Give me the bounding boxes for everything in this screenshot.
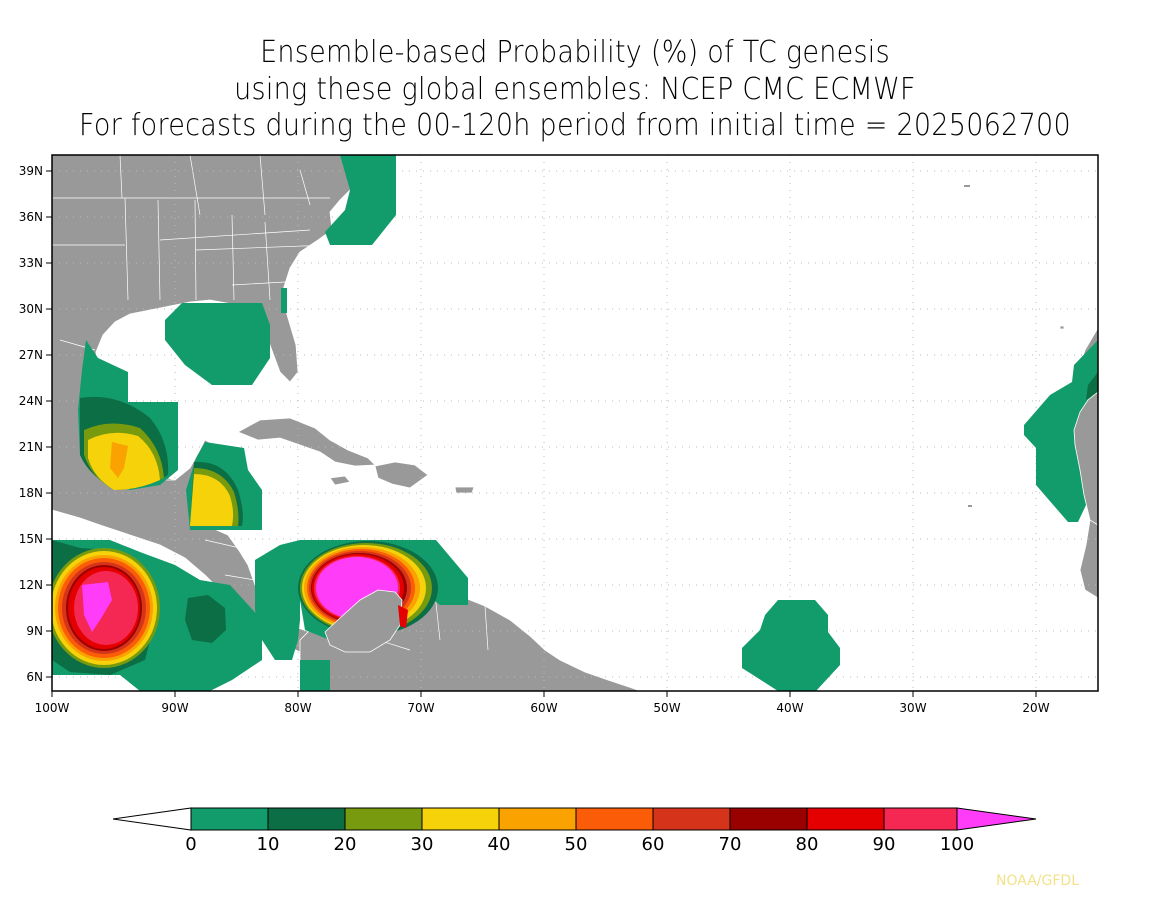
colorbar-label-0: 0 <box>185 834 196 855</box>
colorbar-segment-0 <box>190 807 269 831</box>
lat-label-27n: 27N <box>19 348 43 362</box>
colorbar-label-30: 30 <box>411 834 434 855</box>
colorbar-label-80: 80 <box>796 834 819 855</box>
colorbar-label-50: 50 <box>565 834 588 855</box>
credit-label: NOAA/GFDL <box>996 873 1079 889</box>
lat-label-39n: 39N <box>19 164 43 178</box>
lat-label-36n: 36N <box>19 210 43 224</box>
land-puerto-rico <box>454 486 475 494</box>
contour-gulf-north <box>165 303 270 385</box>
colorbar-label-40: 40 <box>488 834 511 855</box>
colorbar-right-arrow <box>956 807 1037 831</box>
colorbar-label-60: 60 <box>642 834 665 855</box>
contour-us-east-coast <box>325 155 396 245</box>
title-line-2: using these global ensembles: NCEP CMC E… <box>234 72 916 107</box>
lat-label-15n: 15N <box>19 532 43 546</box>
lat-label-33n: 33N <box>19 256 43 270</box>
lon-label-100w: 100W <box>35 701 70 715</box>
probability-contours <box>52 155 1098 691</box>
lon-label-60w: 60W <box>530 701 557 715</box>
lat-label-24n: 24N <box>19 394 43 408</box>
small-islands <box>964 185 972 507</box>
colorbar-segment-9 <box>883 807 958 831</box>
lat-label-9n: 9N <box>26 624 43 638</box>
lat-label-18n: 18N <box>19 486 43 500</box>
latitude-labels: 39N 36N 33N 30N 27N 24N 21N 18N 15N 12N … <box>19 164 43 684</box>
colorbar-labels: 0 10 20 30 40 50 60 70 80 90 100 <box>185 834 974 855</box>
colorbar-label-70: 70 <box>719 834 742 855</box>
contour-florida <box>281 288 287 313</box>
colorbar-label-20: 20 <box>334 834 357 855</box>
lat-label-21n: 21N <box>19 440 43 454</box>
colorbar-segment-1 <box>267 807 346 831</box>
land-canary-islands <box>1059 325 1065 330</box>
contour-bay-of-campeche <box>78 340 178 490</box>
colorbar-label-90: 90 <box>873 834 896 855</box>
lat-label-30n: 30N <box>19 302 43 316</box>
colorbar-segment-4 <box>498 807 577 831</box>
latitude-ticks <box>46 170 52 678</box>
colorbar-segment-5 <box>575 807 654 831</box>
land-jamaica <box>329 475 351 486</box>
map-frame <box>51 154 1099 692</box>
title-line-3: For forecasts during the 00-120h period … <box>79 108 1071 143</box>
lon-label-70w: 70W <box>407 701 434 715</box>
lon-label-80w: 80W <box>284 701 311 715</box>
map-plot-area <box>52 155 1098 691</box>
title-line-1: Ensemble-based Probability (%) of TC gen… <box>260 35 890 70</box>
lon-label-90w: 90W <box>161 701 188 715</box>
longitude-labels: 100W 90W 80W 70W 60W 50W 40W 30W 20W <box>35 701 1050 715</box>
colorbar <box>112 807 1037 831</box>
colorbar-segment-3 <box>421 807 500 831</box>
lon-label-50w: 50W <box>653 701 680 715</box>
colorbar-label-10: 10 <box>257 834 280 855</box>
contour-colombia-coast <box>300 660 330 691</box>
longitude-ticks <box>51 691 1037 697</box>
contour-east-pacific <box>52 540 262 691</box>
contour-central-atlantic <box>742 600 840 691</box>
lat-label-6n: 6N <box>26 670 43 684</box>
lat-label-12n: 12N <box>19 578 43 592</box>
colorbar-segment-7 <box>729 807 808 831</box>
colorbar-segment-8 <box>806 807 885 831</box>
contour-west-africa <box>1024 340 1098 526</box>
land-hispaniola <box>374 461 429 489</box>
contour-central-america <box>255 540 300 660</box>
lon-label-40w: 40W <box>776 701 803 715</box>
contour-yucatan <box>186 442 262 530</box>
contour-caribbean <box>298 540 468 653</box>
colorbar-left-arrow <box>112 807 192 831</box>
colorbar-segment-6 <box>652 807 731 831</box>
colorbar-segment-2 <box>344 807 423 831</box>
lon-label-30w: 30W <box>899 701 926 715</box>
colorbar-label-100: 100 <box>940 834 974 855</box>
lon-label-20w: 20W <box>1022 701 1049 715</box>
